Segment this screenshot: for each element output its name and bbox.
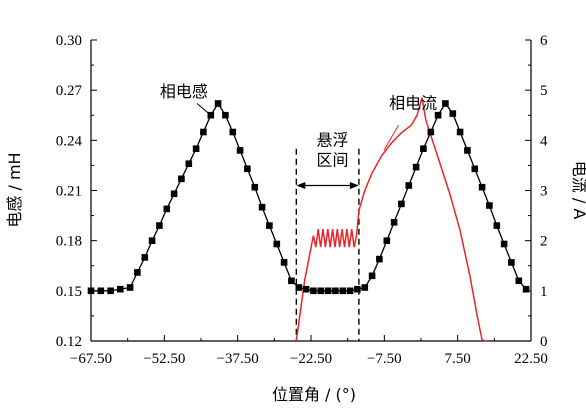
axis-ticks: −67.50 −52.50 −37.50 −22.50 −7.50 7.50 22.50 0.… [56, 33, 548, 367]
y-tick-label: 0.21 [56, 184, 82, 200]
annotation-suspension-1: 悬浮 [317, 130, 349, 149]
y-tick-label: 0.18 [56, 234, 82, 250]
inductance-point [500, 240, 508, 248]
x-tick-label: −67.50 [70, 351, 112, 367]
axis-labels: 位置角 / (°) 电感 / mH 电流 / A [5, 152, 586, 404]
leader-inductance [196, 103, 212, 116]
inductance-point [178, 175, 185, 183]
plot-frame [90, 40, 532, 342]
inductance-point [427, 128, 435, 136]
inductance-point [141, 254, 149, 261]
x-tick-label: −52.50 [143, 351, 185, 367]
y-tick-label: 0.24 [56, 133, 83, 149]
inductance-point [412, 163, 420, 171]
inductance-point [515, 277, 523, 285]
inductance-point [390, 219, 398, 226]
inductance-point [134, 269, 141, 276]
inductance-point [156, 222, 163, 229]
inductance-point [346, 287, 354, 295]
inductance-point [185, 160, 193, 167]
inductance-point [478, 183, 486, 191]
inductance-point [251, 183, 259, 191]
inductance-point [449, 110, 457, 117]
x-tick-label: −22.50 [290, 351, 332, 367]
inductance-point [214, 100, 222, 107]
y2-tick-label: 3 [540, 184, 548, 200]
annotations: 相电感 相电流 悬浮 区间 [160, 82, 437, 170]
inductance-point [361, 284, 369, 291]
x-tick-label: −37.50 [217, 351, 259, 367]
y-axis-label: 电感 / mH [5, 152, 24, 227]
phase-current-line [295, 97, 488, 342]
y2-tick-label: 0 [540, 334, 548, 350]
inductance-point [288, 277, 295, 285]
x-tick-label: 22.50 [514, 351, 548, 367]
y-tick-label: 0.12 [56, 334, 82, 350]
y2-tick-label: 2 [540, 234, 548, 250]
inductance-point [229, 128, 237, 136]
inductance-point [376, 255, 383, 263]
inductance-point [317, 287, 325, 295]
inductance-point [222, 111, 229, 119]
inductance-point [302, 285, 310, 293]
inductance-point [398, 200, 405, 208]
inductance-point [236, 147, 244, 154]
x-tick-label: −7.50 [367, 351, 402, 367]
interval-arrow-head-right [349, 181, 359, 189]
inductance-point [244, 165, 251, 173]
inductance-point [442, 100, 449, 107]
interval-arrow-head-left [296, 181, 306, 189]
series-phase-current [295, 97, 488, 342]
suspension-interval-arrow [296, 181, 359, 189]
annotation-suspension-2: 区间 [317, 150, 349, 169]
annotation-inductance: 相电感 [160, 82, 208, 101]
inductance-point [339, 287, 347, 295]
inductance-point [126, 284, 134, 291]
inductance-point [170, 190, 178, 198]
series-phase-inductance [87, 100, 530, 295]
inductance-point [148, 237, 156, 244]
inductance-point [405, 182, 413, 189]
x-axis-label: 位置角 / (°) [272, 385, 356, 404]
inductance-point [522, 285, 530, 293]
inductance-point [192, 145, 200, 152]
inductance-point [324, 287, 332, 295]
y-tick-label: 0.30 [56, 33, 82, 49]
y2-axis-label: 电流 / A [570, 161, 586, 220]
y2-tick-label: 1 [540, 284, 548, 300]
inductance-point [354, 285, 361, 293]
y2-tick-label: 4 [540, 133, 548, 149]
inductance-point [273, 240, 281, 248]
inductance-point [258, 203, 266, 211]
inductance-point [464, 147, 471, 154]
inductance-point [97, 287, 105, 295]
inductance-point [508, 259, 515, 266]
inductance-point [200, 128, 207, 136]
inductance-point [420, 145, 427, 152]
annotation-current: 相电流 [389, 94, 437, 113]
y-tick-label: 0.15 [56, 284, 82, 300]
leader-current [383, 125, 399, 151]
inductance-point [456, 128, 464, 136]
inductance-point [266, 222, 273, 229]
inductance-point [163, 205, 171, 213]
inductance-point [280, 259, 288, 266]
inductance-point [295, 284, 303, 291]
inductance-point [471, 165, 479, 173]
x-tick-label: 7.50 [445, 351, 471, 367]
inductance-point [493, 222, 501, 229]
inductance-point [107, 287, 114, 295]
inductance-point [434, 111, 442, 119]
inductance-point [368, 272, 376, 280]
inductance-point [486, 202, 493, 209]
y2-tick-label: 5 [540, 83, 548, 99]
inductance-point [310, 287, 317, 295]
inductance-point [117, 285, 124, 293]
suspension-interval-lines [295, 148, 360, 341]
inductance-point [383, 237, 391, 244]
inductance-point [332, 287, 339, 295]
y2-tick-label: 6 [540, 33, 548, 49]
y-tick-label: 0.27 [56, 83, 83, 99]
